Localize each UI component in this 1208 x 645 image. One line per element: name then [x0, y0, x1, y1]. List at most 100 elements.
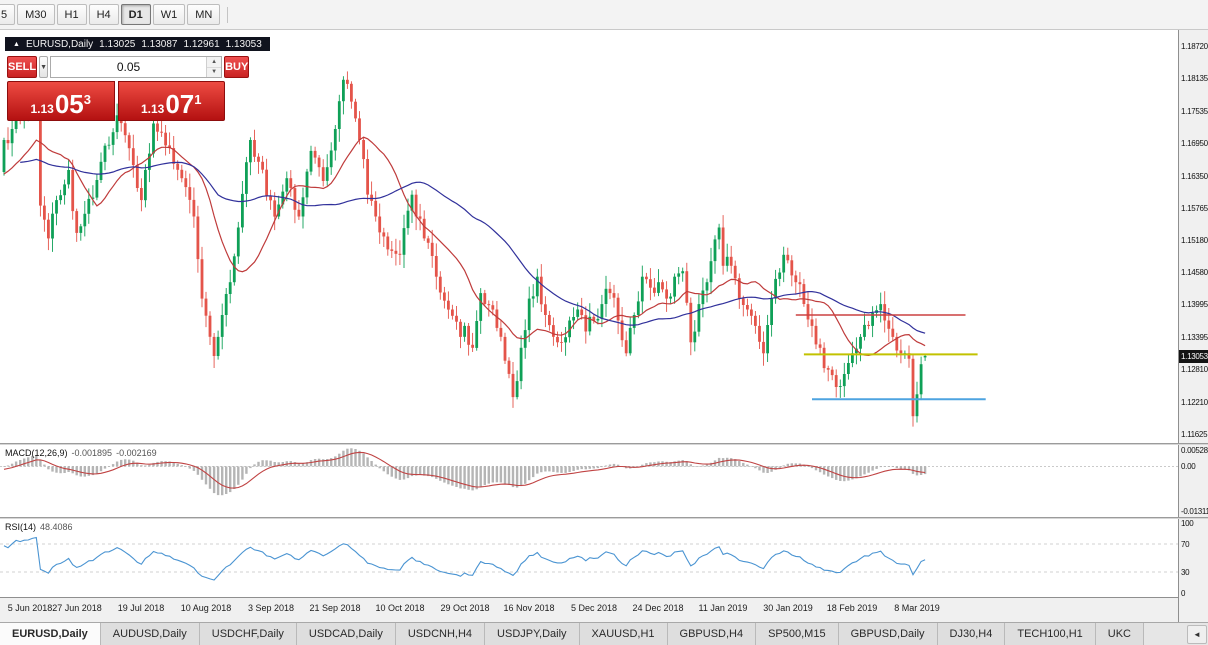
date-axis-label: 11 Jan 2019: [698, 603, 748, 613]
chart-tab-usdjpy-daily[interactable]: USDJPY,Daily: [485, 623, 580, 645]
timeframe-button-m30[interactable]: M30: [17, 4, 55, 25]
buy-button[interactable]: BUY: [224, 56, 250, 78]
chart-tab-tech100-h1[interactable]: TECH100,H1: [1005, 623, 1096, 645]
price-axis-label: 1.18720: [1181, 42, 1208, 51]
price-axis-label: 1.14580: [1181, 268, 1208, 277]
chart-tab-dj30-h4[interactable]: DJ30,H4: [937, 623, 1006, 645]
chart-symbol-label: EURUSD,Daily: [25, 38, 94, 50]
volume-spinner: ▲ ▼: [206, 57, 222, 77]
date-axis-label: 10 Oct 2018: [375, 603, 425, 613]
chart-tab-gbpusd-daily[interactable]: GBPUSD,Daily: [838, 623, 938, 645]
timeframe-toolbar: 5 M30 H1 H4 D1 W1 MN: [0, 0, 1208, 30]
panel-splitter[interactable]: [0, 517, 1208, 519]
volume-input[interactable]: [51, 57, 207, 77]
price-axis-label: 1.15180: [1181, 236, 1208, 245]
macd-main-value: -0.001895: [71, 448, 113, 458]
price-axis-label: 1.12210: [1181, 398, 1208, 407]
price-axis-label: 1.18135: [1181, 74, 1208, 83]
candlestick-chart[interactable]: [0, 30, 1178, 443]
macd-axis-label: -0.01311: [1181, 507, 1208, 516]
sell-button[interactable]: SELL: [7, 56, 38, 78]
chart-tab-gbpusd-h4[interactable]: GBPUSD,H4: [667, 623, 757, 645]
rsi-axis-label: 100: [1181, 519, 1194, 528]
macd-label: MACD(12,26,9) -0.001895 -0.002169: [5, 448, 157, 458]
chart-symbol-ohlc-bar: ▲ EURUSD,Daily 1.13025 1.13087 1.12961 1…: [5, 37, 270, 51]
rsi-axis-label: 30: [1181, 568, 1190, 577]
ohlc-close: 1.13053: [225, 38, 262, 50]
rsi-axis-label: 70: [1181, 540, 1190, 549]
chart-tab-usdchf-daily[interactable]: USDCHF,Daily: [199, 623, 297, 645]
price-axis[interactable]: 1.13053 1.18720 1.18135 1.17535 1.16950 1.16…: [1178, 30, 1208, 622]
rsi-name: RSI(14): [5, 522, 37, 532]
rsi-indicator-panel: RSI(14) 48.4086: [0, 519, 1178, 597]
date-axis-label: 18 Feb 2019: [826, 603, 878, 613]
date-axis-label: 5 Dec 2018: [570, 603, 618, 613]
chart-tabs: EURUSD,Daily AUDUSD,Daily USDCHF,Daily USDC…: [0, 623, 1186, 645]
volume-decrement-button[interactable]: ▼: [207, 67, 222, 77]
macd-name: MACD(12,26,9): [5, 448, 68, 458]
panel-splitter[interactable]: [0, 443, 1208, 445]
bid-quote-button[interactable]: 1.13 05 3: [7, 81, 115, 121]
date-axis-label: 16 Nov 2018: [503, 603, 555, 613]
chart-tab-usdcad-daily[interactable]: USDCAD,Daily: [296, 623, 396, 645]
price-axis-label: 1.16350: [1181, 172, 1208, 181]
bid-ask-quotes: 1.13 05 3 1.13 07 1: [7, 81, 225, 121]
chart-tab-ukc[interactable]: UKC: [1095, 623, 1144, 645]
date-axis-label: 19 Jul 2018: [117, 603, 165, 613]
timeframe-button-d1[interactable]: D1: [120, 4, 151, 25]
one-click-trading-panel: SELL ▼ ▲ ▼ BUY 1.13053: [7, 56, 250, 121]
macd-chart[interactable]: [0, 445, 1178, 517]
price-axis-label: 1.12810: [1181, 365, 1208, 374]
date-axis-label: 3 Sep 2018: [247, 603, 295, 613]
timeframe-button-mn[interactable]: MN: [187, 4, 221, 25]
price-axis-label: 1.13995: [1181, 300, 1208, 309]
chart-workspace: ▲ EURUSD,Daily 1.13025 1.13087 1.12961 1…: [0, 30, 1208, 622]
chart-tabs-bar: EURUSD,Daily AUDUSD,Daily USDCHF,Daily USDC…: [0, 622, 1208, 645]
timeframe-button-h4[interactable]: H4: [88, 4, 119, 25]
chart-tab-eurusd-daily[interactable]: EURUSD,Daily: [0, 623, 101, 645]
timeframe-button-5[interactable]: 5: [0, 4, 16, 25]
rsi-chart[interactable]: [0, 519, 1178, 597]
price-axis-label: 1.17535: [1181, 107, 1208, 116]
chevron-down-icon: ▼: [40, 63, 48, 71]
volume-field: ▲ ▼: [50, 56, 223, 78]
macd-signal-value: -0.002169: [116, 448, 157, 458]
date-axis-label: 27 Jun 2018: [52, 603, 102, 613]
rsi-axis-label: 0: [1181, 589, 1186, 598]
bid-price-big: 05: [54, 89, 84, 119]
price-axis-label: 1.11625: [1181, 430, 1208, 439]
ask-price-pip: 1: [194, 92, 202, 107]
date-axis-label: 10 Aug 2018: [180, 603, 232, 613]
date-axis-label: 30 Jan 2019: [763, 603, 813, 613]
price-chart-panel: ▲ EURUSD,Daily 1.13025 1.13087 1.12961 1…: [0, 30, 1178, 443]
chart-tab-usdcnh-h4[interactable]: USDCNH,H4: [395, 623, 486, 645]
chart-tab-audusd-daily[interactable]: AUDUSD,Daily: [100, 623, 200, 645]
volume-dropdown-button[interactable]: ▼: [39, 56, 49, 78]
bid-price-prefix: 1.13: [30, 102, 54, 116]
ask-price-prefix: 1.13: [140, 102, 165, 116]
macd-axis-label: 0.005282: [1181, 446, 1208, 455]
price-axis-label: 1.16950: [1181, 139, 1208, 148]
rsi-value: 48.4086: [40, 522, 73, 532]
ask-quote-button[interactable]: 1.13 07 1: [117, 81, 225, 121]
volume-increment-button[interactable]: ▲: [207, 57, 222, 68]
bid-price-pip: 3: [83, 92, 91, 107]
timeframe-button-h1[interactable]: H1: [56, 4, 87, 25]
time-axis[interactable]: 5 Jun 2018 27 Jun 2018 19 Jul 2018 10 Aug 2…: [0, 597, 1178, 622]
date-axis-label: 29 Oct 2018: [440, 603, 490, 613]
date-axis-label: 5 Jun 2018: [7, 603, 53, 613]
chart-tab-xauusd-h1[interactable]: XAUUSD,H1: [579, 623, 668, 645]
ohlc-high: 1.13087: [141, 38, 178, 50]
ohlc-low: 1.12961: [183, 38, 220, 50]
price-axis-label: 1.13395: [1181, 333, 1208, 342]
chart-tab-sp500-m15[interactable]: SP500,M15: [756, 623, 839, 645]
macd-axis-label: 0.00: [1181, 462, 1196, 471]
tab-scroll-left-button[interactable]: ◄: [1187, 625, 1207, 644]
ohlc-open: 1.13025: [99, 38, 136, 50]
rsi-label: RSI(14) 48.4086: [5, 522, 73, 532]
triangle-icon: ▲: [13, 40, 20, 48]
timeframe-button-w1[interactable]: W1: [152, 4, 186, 25]
macd-indicator-panel: MACD(12,26,9) -0.001895 -0.002169: [0, 445, 1178, 517]
date-axis-label: 24 Dec 2018: [632, 603, 684, 613]
